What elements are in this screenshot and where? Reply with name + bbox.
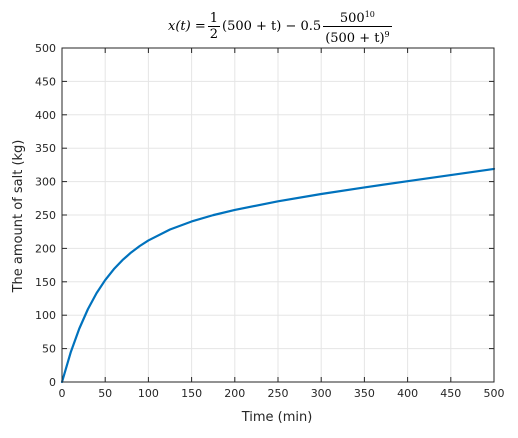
title-half-numerator: 1 [209,10,219,26]
title-den-exponent: 9 [384,29,390,39]
grid-lines [61,47,495,383]
x-tick-label: 450 [440,387,461,400]
y-tick-label: 100 [35,309,56,322]
ticks-layer [61,47,495,383]
y-tick-label: 400 [35,109,56,122]
title-half-denominator: 2 [207,25,221,42]
title-main-numerator: 50010 [338,7,377,26]
tick-labels-layer: 0 50 100 150 200 250 300 350 400 450 500 0 50 100 150 2… [35,42,505,400]
title-num-base: 500 [339,10,365,26]
title-formula: x(t) = 1 2 (500 + t) − 0.5 50010 (500 + … [168,6,394,46]
x-tick-label: 300 [311,387,332,400]
title-num-exponent: 10 [364,9,375,19]
chart-title: x(t) = 1 2 (500 + t) − 0.5 50010 (500 + … [0,6,518,46]
x-tick-label: 100 [138,387,159,400]
title-middle: (500 + t) − 0.5 [222,18,322,34]
y-tick-label: 300 [35,176,56,189]
title-main-fraction: 50010 (500 + t)9 [323,7,392,46]
y-tick-label: 0 [49,376,56,389]
y-tick-label: 150 [35,276,56,289]
y-tick-label: 500 [35,42,56,55]
title-lhs: x(t) = [168,18,206,34]
y-tick-label: 450 [35,75,56,88]
y-tick-label: 250 [35,209,56,222]
x-axis-label: Time (min) [241,410,313,425]
x-tick-label: 400 [397,387,418,400]
x-tick-label: 350 [354,387,375,400]
series-line [60,167,496,384]
title-den-base: (500 + t) [325,30,385,46]
x-tick-label: 200 [224,387,245,400]
y-tick-label: 350 [35,142,56,155]
series-layer [60,167,496,384]
x-tick-label: 0 [59,387,66,400]
x-tick-label: 50 [98,387,112,400]
y-tick-label: 50 [42,343,56,356]
x-tick-label: 500 [484,387,505,400]
title-main-denominator: (500 + t)9 [323,25,392,46]
title-half-fraction: 1 2 [207,10,221,42]
x-tick-label: 250 [268,387,289,400]
y-axis-label: The amount of salt (kg) [11,140,26,294]
y-tick-label: 200 [35,242,56,255]
x-tick-label: 150 [181,387,202,400]
